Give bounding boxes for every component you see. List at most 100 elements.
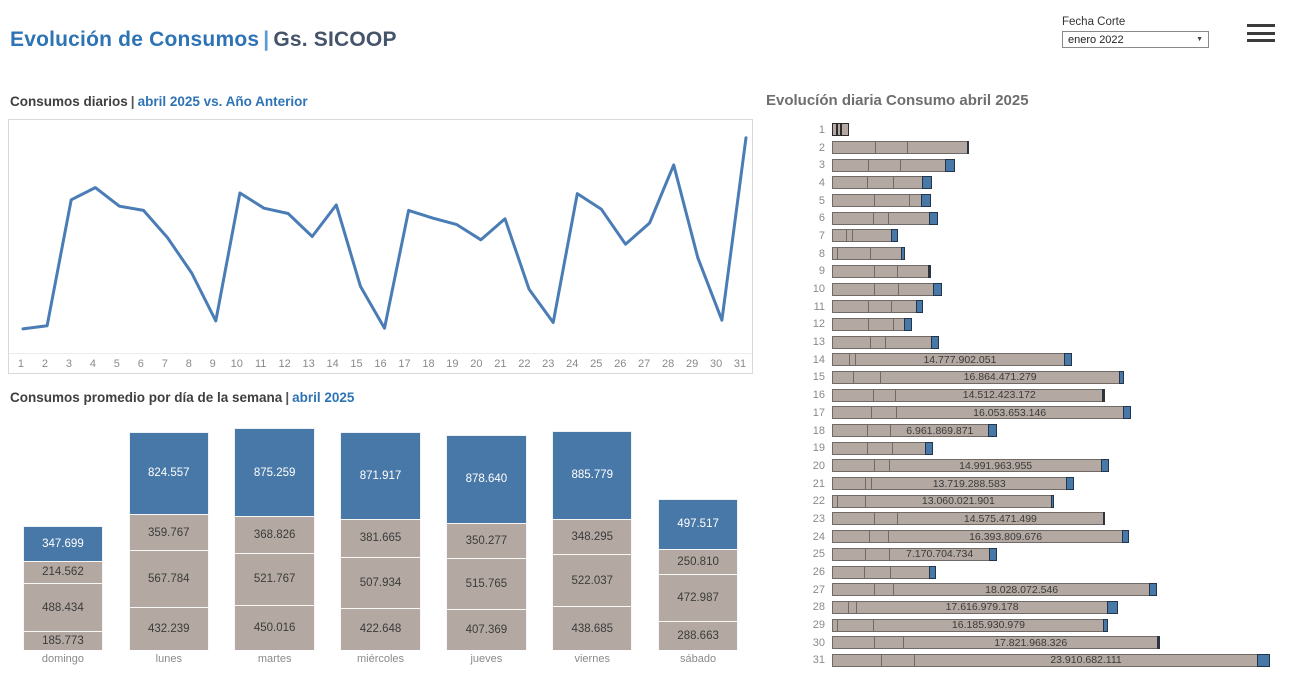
stacked-segment[interactable]: 438.685 <box>552 606 633 650</box>
current-period-cap[interactable] <box>933 282 942 296</box>
bar-segment[interactable] <box>872 388 896 402</box>
bar-segment[interactable] <box>832 194 875 208</box>
stacked-segment[interactable]: 185.773 <box>22 631 104 650</box>
bar-segment[interactable] <box>874 459 890 473</box>
bar-segment[interactable] <box>889 565 930 579</box>
line-chart-plot[interactable] <box>9 120 752 353</box>
stacked-segment[interactable]: 422.648 <box>340 607 421 650</box>
bar-segment[interactable] <box>885 335 932 349</box>
stacked-segment[interactable]: 871.917 <box>340 431 421 519</box>
bar-segment[interactable] <box>832 547 866 561</box>
bar-segment[interactable] <box>851 229 892 243</box>
bar-segment[interactable] <box>832 158 868 172</box>
current-period-cap[interactable] <box>891 229 898 243</box>
stacked-segment[interactable]: 472.987 <box>657 573 739 622</box>
dark-cap[interactable] <box>1102 388 1105 402</box>
bar-segment[interactable] <box>908 194 922 208</box>
bar-segment[interactable]: 17.616.979.178 <box>856 600 1107 614</box>
bar-segment[interactable] <box>869 335 886 349</box>
bar-segment[interactable] <box>871 406 896 420</box>
bar-segment[interactable]: 6.961.869.871 <box>890 424 989 438</box>
bar-segment[interactable] <box>832 441 867 455</box>
current-period-cap[interactable] <box>915 300 923 314</box>
current-period-cap[interactable] <box>903 317 912 331</box>
fecha-corte-select[interactable]: enero 2022 ▼ <box>1062 31 1209 48</box>
bar-segment[interactable] <box>872 211 888 225</box>
bar-segment[interactable]: 14.777.902.051 <box>854 353 1065 367</box>
bar-segment[interactable] <box>832 300 868 314</box>
bar-segment[interactable] <box>832 353 849 367</box>
bar-segment[interactable] <box>907 141 968 155</box>
bar-segment[interactable]: 14.991.963.955 <box>889 459 1101 473</box>
bar-segment[interactable] <box>832 317 868 331</box>
bar-segment[interactable] <box>832 477 865 491</box>
current-period-cap[interactable] <box>928 211 938 225</box>
current-period-cap[interactable] <box>989 547 998 561</box>
stacked-segment[interactable]: 348.295 <box>552 519 633 554</box>
bar-segment[interactable] <box>832 618 837 632</box>
stacked-segment[interactable]: 214.562 <box>22 561 104 583</box>
menu-icon[interactable] <box>1247 24 1275 44</box>
current-period-cap[interactable] <box>1119 370 1124 384</box>
bar-segment[interactable]: 16.864.471.279 <box>879 370 1120 384</box>
bar-segment[interactable] <box>832 406 872 420</box>
bar-segment[interactable] <box>869 247 902 261</box>
stacked-segment[interactable]: 359.767 <box>128 514 210 551</box>
stacked-segment[interactable]: 432.239 <box>128 606 210 650</box>
bar-segment[interactable] <box>832 176 867 190</box>
bar-segment[interactable] <box>836 494 865 508</box>
bar-segment[interactable]: 14.512.423.172 <box>895 388 1103 402</box>
current-period-cap[interactable] <box>1051 494 1055 508</box>
bar-segment[interactable] <box>832 123 837 137</box>
bar-segment[interactable] <box>866 441 893 455</box>
bar-segment[interactable] <box>836 247 870 261</box>
bar-segment[interactable] <box>873 282 898 296</box>
stacked-segment[interactable]: 878.640 <box>446 434 527 523</box>
dark-cap[interactable] <box>967 141 970 155</box>
stacked-segment[interactable]: 368.826 <box>234 515 315 553</box>
stacked-segment[interactable]: 450.016 <box>234 605 315 650</box>
current-period-cap[interactable] <box>1100 459 1110 473</box>
bar-segment[interactable] <box>832 459 875 473</box>
bar-segment[interactable] <box>832 388 873 402</box>
bar-segment[interactable] <box>892 441 926 455</box>
current-period-cap[interactable] <box>1122 406 1131 420</box>
bar-segment[interactable] <box>832 494 837 508</box>
stacked-segment[interactable]: 875.259 <box>234 428 315 516</box>
bar-segment[interactable] <box>832 211 873 225</box>
stacked-segment[interactable]: 250.810 <box>657 548 739 574</box>
stacked-segment[interactable]: 515.765 <box>446 557 527 610</box>
stacked-segment[interactable]: 347.699 <box>22 526 104 562</box>
bar-segment[interactable] <box>874 583 894 597</box>
bar-segment[interactable] <box>897 264 928 278</box>
stacked-segment[interactable]: 521.767 <box>234 552 315 605</box>
bar-segment[interactable] <box>832 653 882 667</box>
bar-segment[interactable] <box>874 194 909 208</box>
bar-segment[interactable] <box>848 353 855 367</box>
bar-segment[interactable]: 17.821.968.326 <box>902 636 1158 650</box>
bar-segment[interactable] <box>832 530 869 544</box>
bar-segment[interactable] <box>874 636 903 650</box>
bar-segment[interactable] <box>832 512 875 526</box>
bar-segment[interactable] <box>853 370 880 384</box>
current-period-cap[interactable] <box>931 335 939 349</box>
bar-segment[interactable]: 16.185.930.979 <box>872 618 1104 632</box>
stacked-segment[interactable]: 507.934 <box>340 556 421 608</box>
current-period-cap[interactable] <box>1106 600 1118 614</box>
current-period-cap[interactable] <box>1064 353 1073 367</box>
bar-segment[interactable] <box>832 264 875 278</box>
bar-segment[interactable] <box>875 141 908 155</box>
bar-segment[interactable] <box>887 211 929 225</box>
bar-segment[interactable] <box>846 229 852 243</box>
bar-segment[interactable] <box>900 158 946 172</box>
bar-segment[interactable] <box>897 282 934 296</box>
bar-segment[interactable]: 13.060.021.901 <box>864 494 1052 508</box>
current-period-cap[interactable] <box>1148 583 1158 597</box>
current-period-cap[interactable] <box>1121 530 1130 544</box>
bar-segment[interactable] <box>874 264 898 278</box>
stacked-segment[interactable]: 497.517 <box>657 498 739 549</box>
bar-segment[interactable] <box>867 317 893 331</box>
bar-segment[interactable] <box>867 158 901 172</box>
bar-segment[interactable] <box>874 512 898 526</box>
bar-segment[interactable] <box>865 547 889 561</box>
